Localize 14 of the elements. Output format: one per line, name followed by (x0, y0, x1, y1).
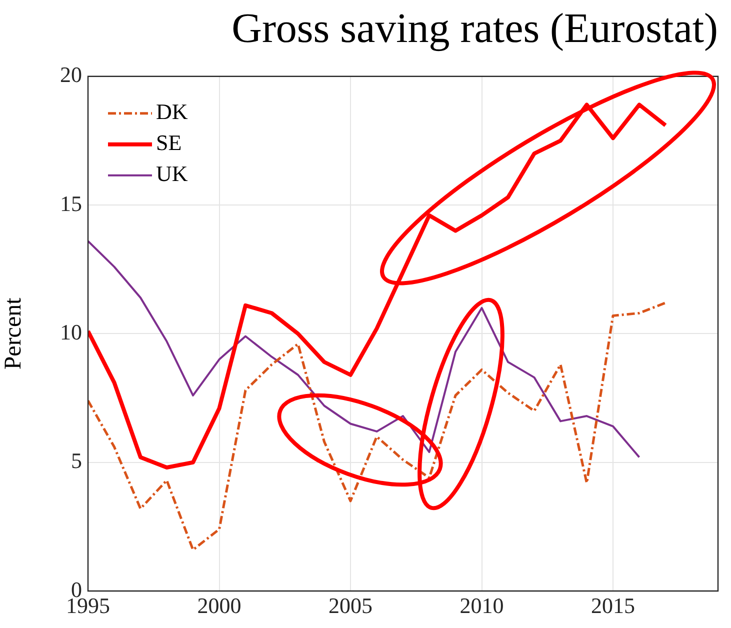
y-tick-label: 20 (60, 62, 82, 88)
y-tick-label: 5 (71, 448, 82, 474)
y-axis-title: Percent (0, 297, 27, 370)
x-tick-label: 2015 (591, 592, 635, 618)
y-tick-label: 15 (60, 190, 82, 216)
line-series (88, 302, 667, 552)
x-tick-label: 2005 (328, 592, 372, 618)
legend-label: DK (156, 99, 188, 124)
x-tick-label: 2000 (197, 592, 242, 618)
legend-label: SE (156, 130, 182, 156)
y-tick-label: 10 (60, 319, 82, 344)
legend-label: UK (156, 161, 188, 186)
chart-title: Gross saving rates (Eurostat) (232, 6, 718, 52)
x-tick-label: 2010 (460, 592, 504, 618)
